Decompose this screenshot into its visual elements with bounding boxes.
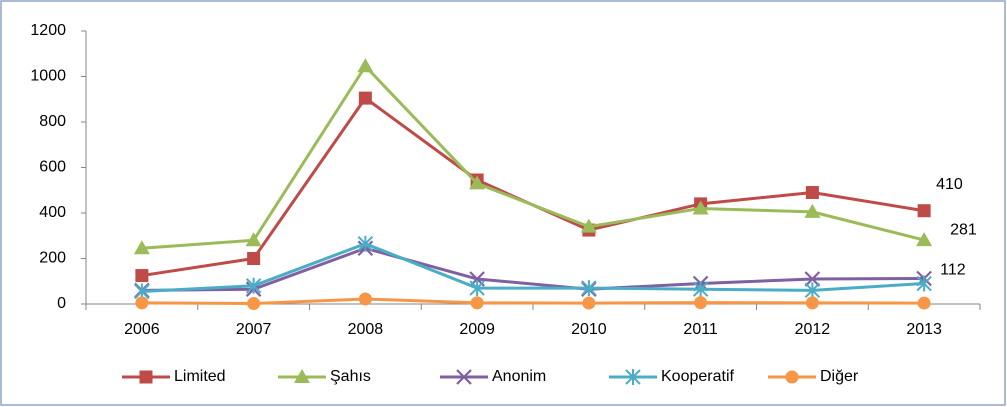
legend-label: Kooperatif bbox=[661, 368, 734, 385]
data-label: 281 bbox=[950, 221, 977, 238]
data-label: 112 bbox=[940, 262, 966, 279]
marker bbox=[692, 200, 709, 215]
y-tick-label: 400 bbox=[39, 204, 66, 221]
series-line bbox=[141, 297, 925, 306]
marker bbox=[247, 297, 261, 311]
marker bbox=[917, 204, 931, 218]
marker bbox=[582, 296, 596, 310]
x-tick-label: 2011 bbox=[683, 321, 718, 338]
marker bbox=[785, 370, 799, 384]
legend-item: Diğer bbox=[768, 368, 859, 385]
marker bbox=[358, 292, 372, 306]
marker bbox=[694, 296, 708, 310]
series bbox=[134, 235, 932, 300]
marker bbox=[805, 296, 819, 310]
marker bbox=[247, 252, 261, 265]
series-line bbox=[141, 246, 925, 292]
marker bbox=[133, 240, 150, 255]
y-tick-label: 1200 bbox=[30, 22, 66, 39]
y-tick-label: 800 bbox=[39, 113, 66, 130]
x-tick-label: 2010 bbox=[571, 321, 607, 338]
series bbox=[133, 58, 933, 255]
series-line bbox=[141, 64, 925, 250]
y-tick-label: 600 bbox=[39, 159, 66, 176]
marker bbox=[804, 203, 821, 218]
x-tick-label: 2012 bbox=[795, 321, 831, 338]
marker bbox=[804, 282, 821, 299]
marker bbox=[692, 281, 709, 298]
marker bbox=[470, 296, 484, 310]
legend-item: Anonim bbox=[440, 368, 546, 385]
marker bbox=[245, 277, 262, 294]
marker bbox=[139, 370, 153, 384]
marker bbox=[357, 58, 374, 73]
legend-item: Şahıs bbox=[278, 368, 371, 385]
x-tick-label: 2013 bbox=[906, 321, 942, 338]
x-tick-label: 2006 bbox=[124, 321, 160, 338]
x-tick-label: 2009 bbox=[459, 321, 495, 338]
y-tick-label: 0 bbox=[57, 295, 66, 312]
legend-label: Şahıs bbox=[330, 368, 371, 385]
marker bbox=[357, 235, 374, 252]
marker bbox=[916, 275, 932, 292]
data-label: 410 bbox=[936, 176, 963, 193]
marker bbox=[294, 369, 310, 383]
legend-item: Kooperatif bbox=[609, 368, 734, 385]
marker bbox=[358, 91, 372, 105]
series-line bbox=[141, 242, 925, 293]
legend-label: Limited bbox=[174, 368, 226, 385]
marker bbox=[804, 271, 821, 287]
marker bbox=[581, 280, 597, 297]
x-tick-label: 2007 bbox=[236, 321, 272, 338]
marker bbox=[917, 296, 931, 310]
legend-item: Limited bbox=[122, 368, 226, 385]
marker bbox=[625, 369, 641, 385]
series bbox=[135, 292, 931, 311]
marker bbox=[469, 280, 485, 297]
y-tick-label: 1000 bbox=[30, 68, 66, 85]
marker bbox=[135, 296, 149, 310]
legend-label: Anonim bbox=[492, 368, 546, 385]
x-tick-label: 2008 bbox=[348, 321, 384, 338]
marker bbox=[805, 186, 819, 200]
y-tick-label: 200 bbox=[39, 250, 66, 267]
marker bbox=[135, 269, 149, 283]
marker bbox=[456, 369, 472, 385]
marker bbox=[469, 175, 486, 190]
marker bbox=[916, 232, 933, 247]
legend-label: Diğer bbox=[820, 368, 859, 385]
marker bbox=[580, 218, 597, 233]
marker bbox=[245, 232, 262, 247]
